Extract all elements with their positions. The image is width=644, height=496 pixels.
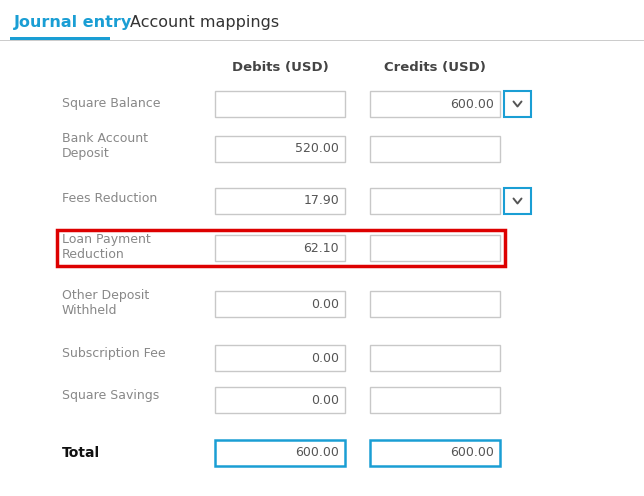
Text: 0.00: 0.00 bbox=[311, 393, 339, 407]
Bar bbox=[370, 188, 500, 214]
Bar bbox=[504, 91, 531, 117]
Text: 17.90: 17.90 bbox=[303, 194, 339, 207]
Text: Credits (USD): Credits (USD) bbox=[384, 62, 486, 74]
Text: Loan Payment: Loan Payment bbox=[62, 234, 151, 247]
Bar bbox=[370, 91, 500, 117]
Text: Fees Reduction: Fees Reduction bbox=[62, 191, 157, 204]
Bar bbox=[215, 345, 345, 371]
Text: 0.00: 0.00 bbox=[311, 298, 339, 310]
Bar bbox=[370, 136, 500, 162]
Text: Total: Total bbox=[62, 446, 100, 460]
Text: 520.00: 520.00 bbox=[295, 142, 339, 156]
Bar bbox=[504, 188, 531, 214]
Text: 600.00: 600.00 bbox=[450, 98, 494, 111]
Text: Square Savings: Square Savings bbox=[62, 388, 159, 401]
Bar bbox=[57, 230, 505, 266]
Bar bbox=[10, 37, 110, 40]
Bar bbox=[370, 345, 500, 371]
Bar bbox=[370, 387, 500, 413]
Text: Account mappings: Account mappings bbox=[130, 14, 279, 29]
Text: Withheld: Withheld bbox=[62, 305, 117, 317]
Text: Deposit: Deposit bbox=[62, 147, 109, 161]
Bar bbox=[215, 188, 345, 214]
Bar bbox=[370, 291, 500, 317]
Text: Journal entry: Journal entry bbox=[14, 14, 132, 29]
Bar bbox=[215, 235, 345, 261]
Text: Bank Account: Bank Account bbox=[62, 132, 148, 145]
Bar bbox=[215, 387, 345, 413]
Text: Square Balance: Square Balance bbox=[62, 98, 160, 111]
Text: 0.00: 0.00 bbox=[311, 352, 339, 365]
Text: 600.00: 600.00 bbox=[295, 446, 339, 459]
Bar bbox=[215, 291, 345, 317]
Text: 600.00: 600.00 bbox=[450, 446, 494, 459]
Text: Reduction: Reduction bbox=[62, 248, 125, 261]
Bar bbox=[0, 40, 644, 41]
Bar bbox=[215, 440, 345, 466]
Text: Other Deposit: Other Deposit bbox=[62, 290, 149, 303]
Text: Debits (USD): Debits (USD) bbox=[232, 62, 328, 74]
Bar bbox=[370, 440, 500, 466]
Text: 62.10: 62.10 bbox=[303, 242, 339, 254]
Bar bbox=[215, 91, 345, 117]
Text: Subscription Fee: Subscription Fee bbox=[62, 347, 166, 360]
Bar bbox=[215, 136, 345, 162]
Bar bbox=[370, 235, 500, 261]
